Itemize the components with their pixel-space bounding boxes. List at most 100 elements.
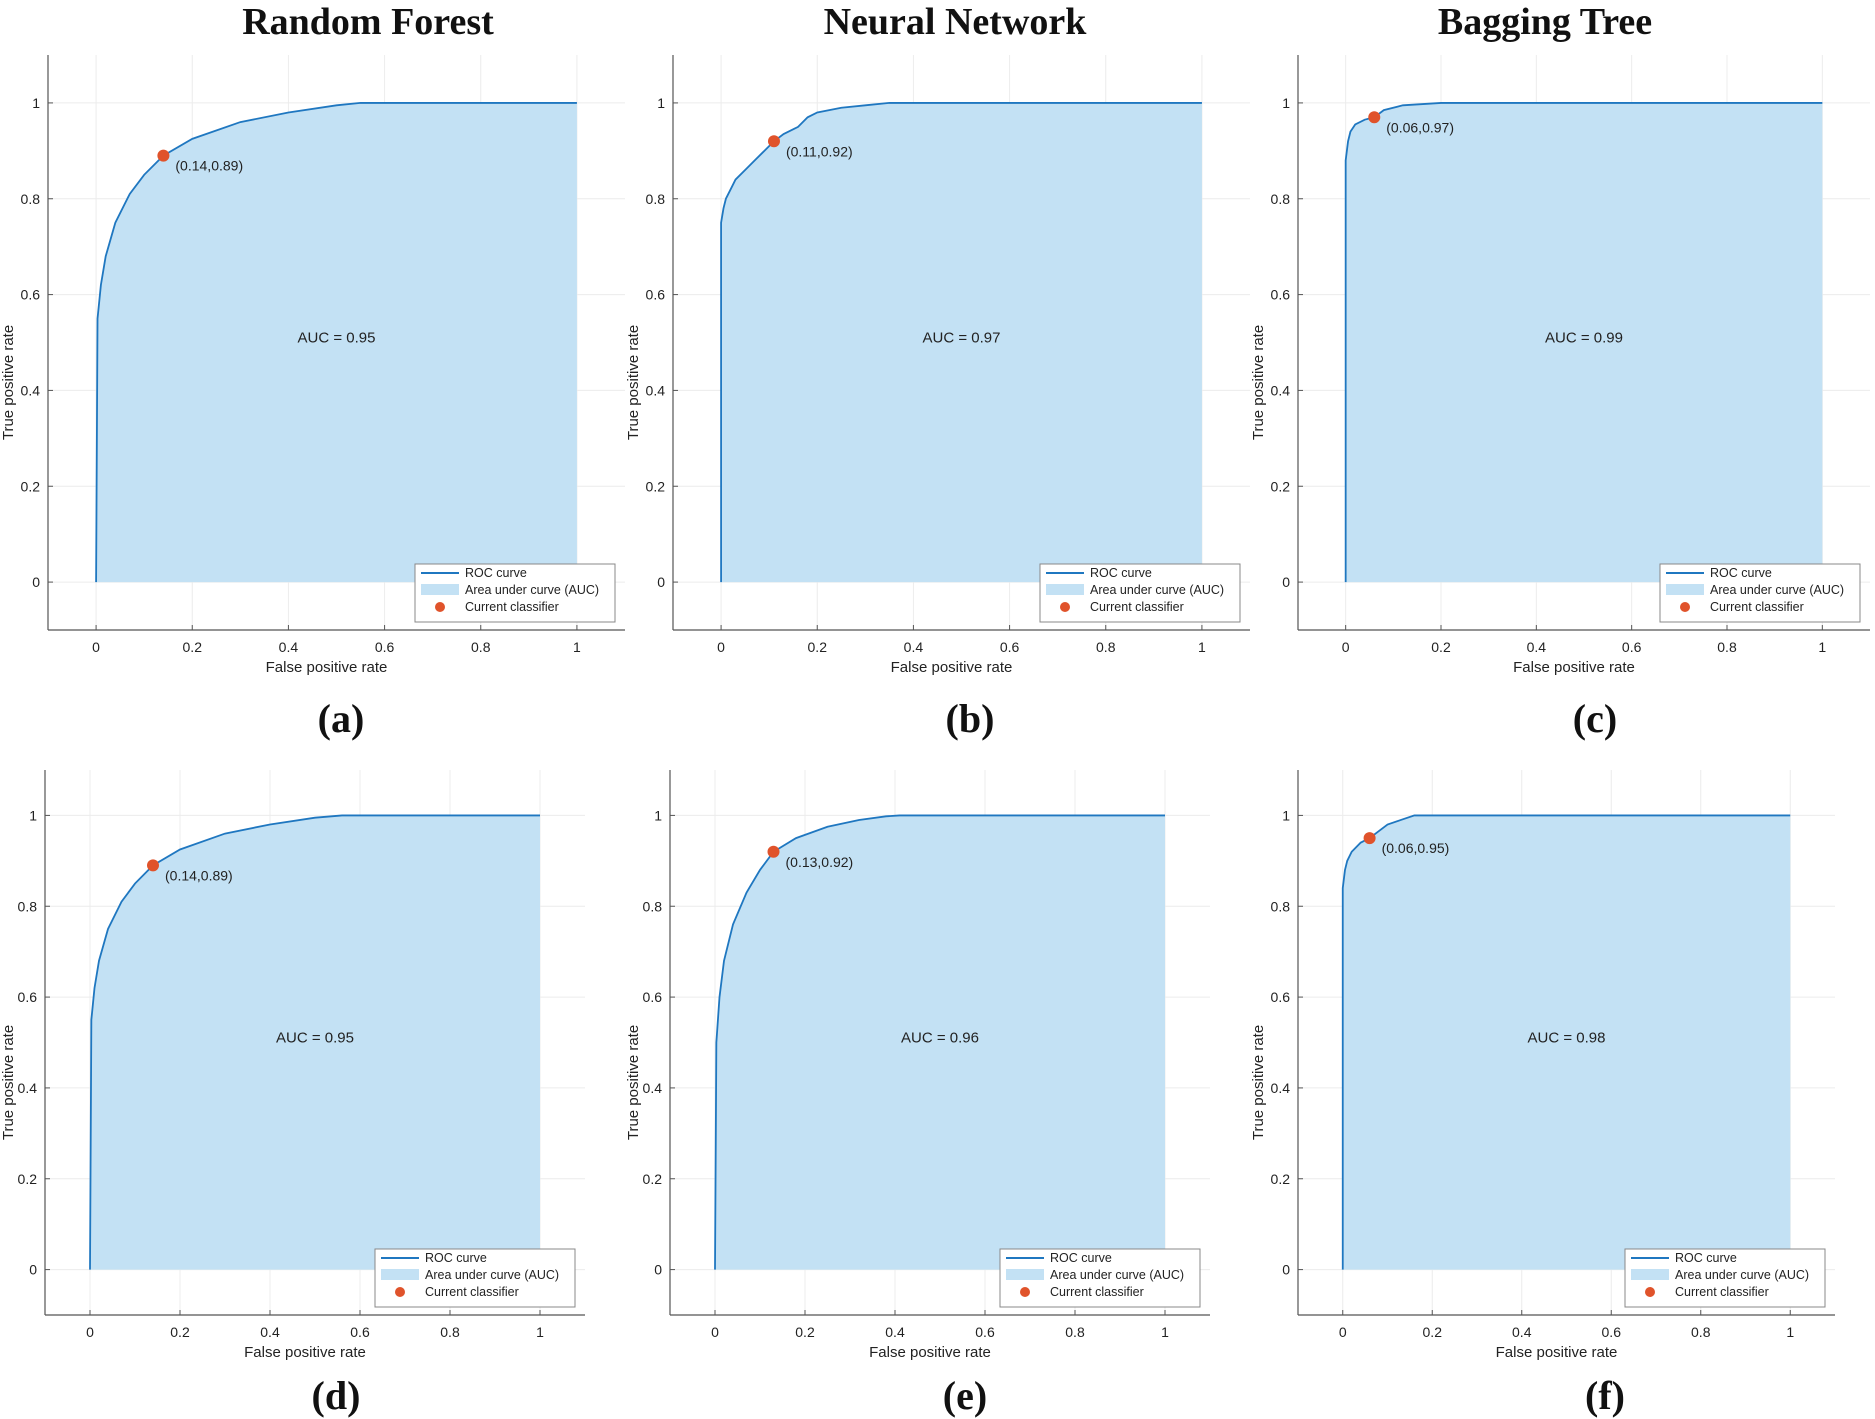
- chart-e-point-label: (0.13,0.92): [786, 854, 854, 870]
- x-tick-label: 0.2: [1423, 1324, 1443, 1340]
- y-tick-label: 0.2: [1271, 478, 1291, 494]
- panel-b: 0 0.2 0.4 0.6 0.8 1 0 0.2 0.4 0.6 0.8 1 False positi…: [625, 45, 1255, 690]
- y-tick-label: 0.2: [1271, 1171, 1291, 1187]
- roc-chart-a: 0 0.2 0.4 0.6 0.8 1 0 0.2 0.4 0.6 0.8 1 False positi…: [0, 55, 625, 676]
- x-tick-label: 0.6: [1622, 639, 1642, 655]
- y-tick-label: 1: [29, 807, 37, 823]
- caption-e: (e): [942, 1373, 988, 1418]
- x-tick-label: 1: [1786, 1324, 1794, 1340]
- y-tick-label: 0.2: [18, 1171, 38, 1187]
- x-tick-label: 0: [717, 639, 725, 655]
- chart-a-point-label: (0.14,0.89): [175, 158, 243, 174]
- chart-b-xlabel: False positive rate: [891, 659, 1013, 676]
- x-tick-label: 0.4: [1527, 639, 1547, 655]
- y-tick-label: 0.6: [643, 989, 663, 1005]
- chart-b-auc-label: AUC = 0.97: [923, 330, 1001, 347]
- y-tick-label: 0.6: [18, 989, 38, 1005]
- chart-c-point-label: (0.06,0.97): [1386, 119, 1454, 135]
- x-tick-label: 0.8: [1691, 1324, 1711, 1340]
- y-tick-label: 0.4: [21, 382, 41, 398]
- y-tick-label: 1: [654, 807, 662, 823]
- y-tick-label: 0.6: [21, 287, 41, 303]
- panel-e: 0 0.2 0.4 0.6 0.8 1 0 0.2 0.4 0.6 0.8 1 False positi…: [625, 760, 1255, 1365]
- chart-c-legend: ROC curve Area under curve (AUC) Current c…: [1659, 563, 1861, 623]
- y-tick-label: 0: [29, 1262, 37, 1278]
- legend-point-swatch: [435, 602, 445, 612]
- legend-label: Area under curve (AUC): [1675, 1268, 1809, 1282]
- chart-d-ylabel: True positive rate: [0, 1025, 17, 1140]
- roc-chart-f: 0 0.2 0.4 0.6 0.8 1 0 0.2 0.4 0.6 0.8 1 False positi…: [1250, 770, 1835, 1361]
- legend-label: Area under curve (AUC): [425, 1268, 559, 1282]
- x-tick-label: 1: [536, 1324, 544, 1340]
- y-tick-label: 0: [1282, 1262, 1290, 1278]
- chart-e-auc-label: AUC = 0.96: [901, 1030, 979, 1047]
- chart-b-legend: ROC curve Area under curve (AUC) Current c…: [1039, 563, 1241, 623]
- legend-label: Area under curve (AUC): [1050, 1268, 1184, 1282]
- x-tick-label: 0.2: [795, 1324, 815, 1340]
- legend-label: Current classifier: [425, 1285, 519, 1299]
- chart-d-auc-area: [90, 815, 540, 1270]
- y-tick-label: 0: [654, 1262, 662, 1278]
- legend-auc-swatch: [381, 1269, 419, 1280]
- chart-c-auc-area: [1345, 102, 1823, 583]
- x-tick-label: 0.2: [183, 639, 203, 655]
- x-tick-label: 0.4: [1512, 1324, 1532, 1340]
- legend-label: Area under curve (AUC): [1090, 583, 1224, 597]
- legend-point-swatch: [1645, 1287, 1655, 1297]
- chart-c-ylabel: True positive rate: [1250, 325, 1267, 440]
- x-tick-label: 0.6: [1000, 639, 1020, 655]
- y-tick-label: 0.8: [1271, 898, 1291, 914]
- chart-d-point-label: (0.14,0.89): [165, 867, 233, 883]
- legend-label: Current classifier: [1090, 600, 1184, 614]
- chart-d-xlabel: False positive rate: [244, 1344, 366, 1360]
- x-tick-label: 0.8: [1065, 1324, 1085, 1340]
- x-tick-label: 0.4: [260, 1324, 280, 1340]
- caption-a: (a): [317, 696, 365, 741]
- chart-c-xlabel: False positive rate: [1513, 659, 1635, 676]
- x-tick-label: 0.6: [1602, 1324, 1622, 1340]
- legend-label: Current classifier: [465, 600, 559, 614]
- legend-auc-swatch: [1006, 1269, 1044, 1280]
- chart-a-auc-area: [96, 102, 577, 583]
- chart-f-ylabel: True positive rate: [1250, 1025, 1267, 1140]
- y-tick-label: 0: [32, 574, 40, 590]
- x-tick-label: 0: [711, 1324, 719, 1340]
- legend-label: ROC curve: [1090, 566, 1152, 580]
- x-tick-label: 0.8: [440, 1324, 460, 1340]
- x-tick-label: 0: [1342, 639, 1350, 655]
- chart-a-auc-label: AUC = 0.95: [298, 330, 376, 347]
- legend-auc-swatch: [1631, 1269, 1669, 1280]
- chart-e-current-classifier-point: [767, 845, 780, 858]
- roc-chart-d: 0 0.2 0.4 0.6 0.8 1 0 0.2 0.4 0.6 0.8 1 False positi…: [0, 770, 585, 1361]
- x-tick-label: 0.8: [471, 639, 491, 655]
- chart-e-auc-area: [715, 815, 1165, 1270]
- caption-c: (c): [1572, 696, 1618, 741]
- chart-f-legend: ROC curve Area under curve (AUC) Current c…: [1624, 1248, 1826, 1308]
- x-tick-label: 0.4: [904, 639, 924, 655]
- y-tick-label: 0.8: [1271, 191, 1291, 207]
- x-tick-label: 0.4: [885, 1324, 905, 1340]
- chart-d-auc-label: AUC = 0.95: [276, 1030, 354, 1047]
- chart-f-auc-area: [1342, 815, 1791, 1270]
- y-tick-label: 1: [1282, 807, 1290, 823]
- y-tick-label: 1: [657, 95, 665, 111]
- legend-label: Area under curve (AUC): [1710, 583, 1844, 597]
- chart-c-roc-curve: [1344, 102, 1823, 583]
- chart-e-roc-curve: [714, 814, 1165, 1270]
- legend-point-swatch: [1680, 602, 1690, 612]
- chart-b-current-classifier-point: [767, 135, 780, 148]
- y-tick-label: 0.6: [646, 287, 666, 303]
- chart-a-legend: ROC curve Area under curve (AUC) Current c…: [414, 563, 616, 623]
- panel-d: 0 0.2 0.4 0.6 0.8 1 0 0.2 0.4 0.6 0.8 1 False positi…: [0, 760, 630, 1365]
- legend-label: Area under curve (AUC): [465, 583, 599, 597]
- chart-e-legend: ROC curve Area under curve (AUC) Current c…: [999, 1248, 1201, 1308]
- legend-label: ROC curve: [1710, 566, 1772, 580]
- y-tick-label: 0.6: [1271, 287, 1291, 303]
- y-tick-label: 0.2: [646, 478, 666, 494]
- legend-label: ROC curve: [425, 1251, 487, 1265]
- legend-point-swatch: [1020, 1287, 1030, 1297]
- y-tick-label: 0.2: [643, 1171, 663, 1187]
- y-tick-label: 0.4: [643, 1080, 663, 1096]
- y-tick-label: 0.4: [18, 1080, 38, 1096]
- legend-auc-swatch: [1666, 584, 1704, 595]
